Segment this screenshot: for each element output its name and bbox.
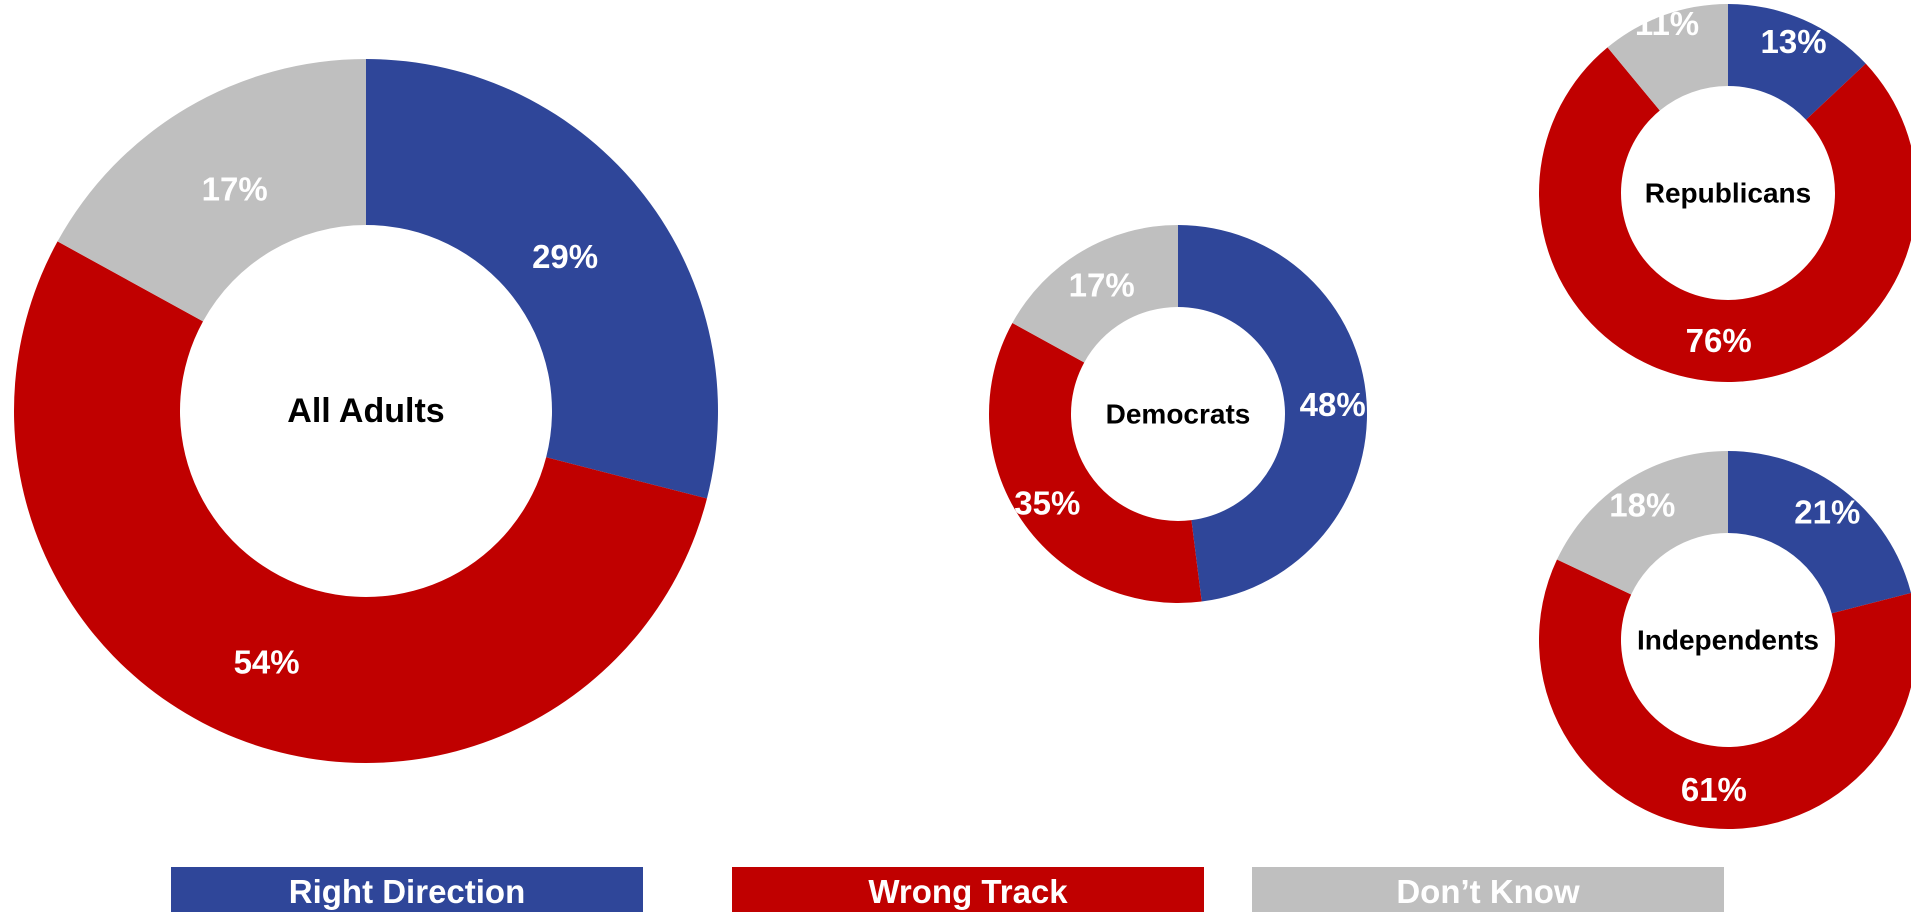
republicans-center-label: Republicans	[1645, 178, 1811, 209]
all-adults-center-label: All Adults	[287, 392, 444, 430]
legend-dont-know: Don’t Know	[1252, 867, 1724, 912]
all-adults-slice-wrong-track	[14, 241, 707, 763]
democrats-label-wrong-track: 35%	[1014, 484, 1080, 521]
democrats-center-label: Democrats	[1106, 399, 1251, 430]
independents-label-don-t-know: 18%	[1609, 486, 1675, 523]
democrats-slice-right-direction	[1178, 225, 1368, 602]
all-adults-label-right-direction: 29%	[532, 238, 598, 275]
independents-slice-don-t-know	[1556, 451, 1728, 595]
republicans-slice-wrong-track	[1539, 47, 1911, 382]
all-adults-label-don-t-know: 17%	[202, 170, 268, 207]
legend-wrong-track: Wrong Track	[732, 867, 1204, 912]
republicans-slice-don-t-know	[1607, 4, 1728, 111]
democrats-label-right-direction: 48%	[1300, 386, 1366, 423]
all-adults-slice-right-direction	[366, 59, 719, 499]
all-adults-slice-don-t-know	[57, 59, 367, 322]
republicans-label-wrong-track: 76%	[1686, 322, 1752, 359]
donut-all-adults: 29% 54% 17% All Adults	[14, 59, 719, 763]
republicans-slice-right-direction	[1728, 4, 1866, 120]
donut-independents: 21% 61% 18% Independents	[1539, 451, 1911, 829]
donut-democrats: 48% 35% 17% Democrats	[988, 225, 1368, 603]
donut-republicans: 13% 76% 11% Republicans	[1539, 4, 1911, 382]
republicans-label-don-t-know: 11%	[1635, 5, 1699, 42]
legend-right-direction: Right Direction	[171, 867, 643, 912]
all-adults-label-wrong-track: 54%	[234, 644, 300, 681]
independents-center-label: Independents	[1637, 625, 1819, 656]
independents-slice-wrong-track	[1539, 559, 1911, 829]
independents-label-right-direction: 21%	[1794, 493, 1860, 530]
democrats-slice-don-t-know	[1012, 225, 1178, 363]
independents-label-wrong-track: 61%	[1681, 771, 1747, 808]
independents-slice-right-direction	[1728, 451, 1911, 614]
republicans-label-right-direction: 13%	[1760, 23, 1826, 60]
democrats-label-don-t-know: 17%	[1069, 266, 1135, 303]
democrats-slice-wrong-track	[988, 322, 1202, 603]
